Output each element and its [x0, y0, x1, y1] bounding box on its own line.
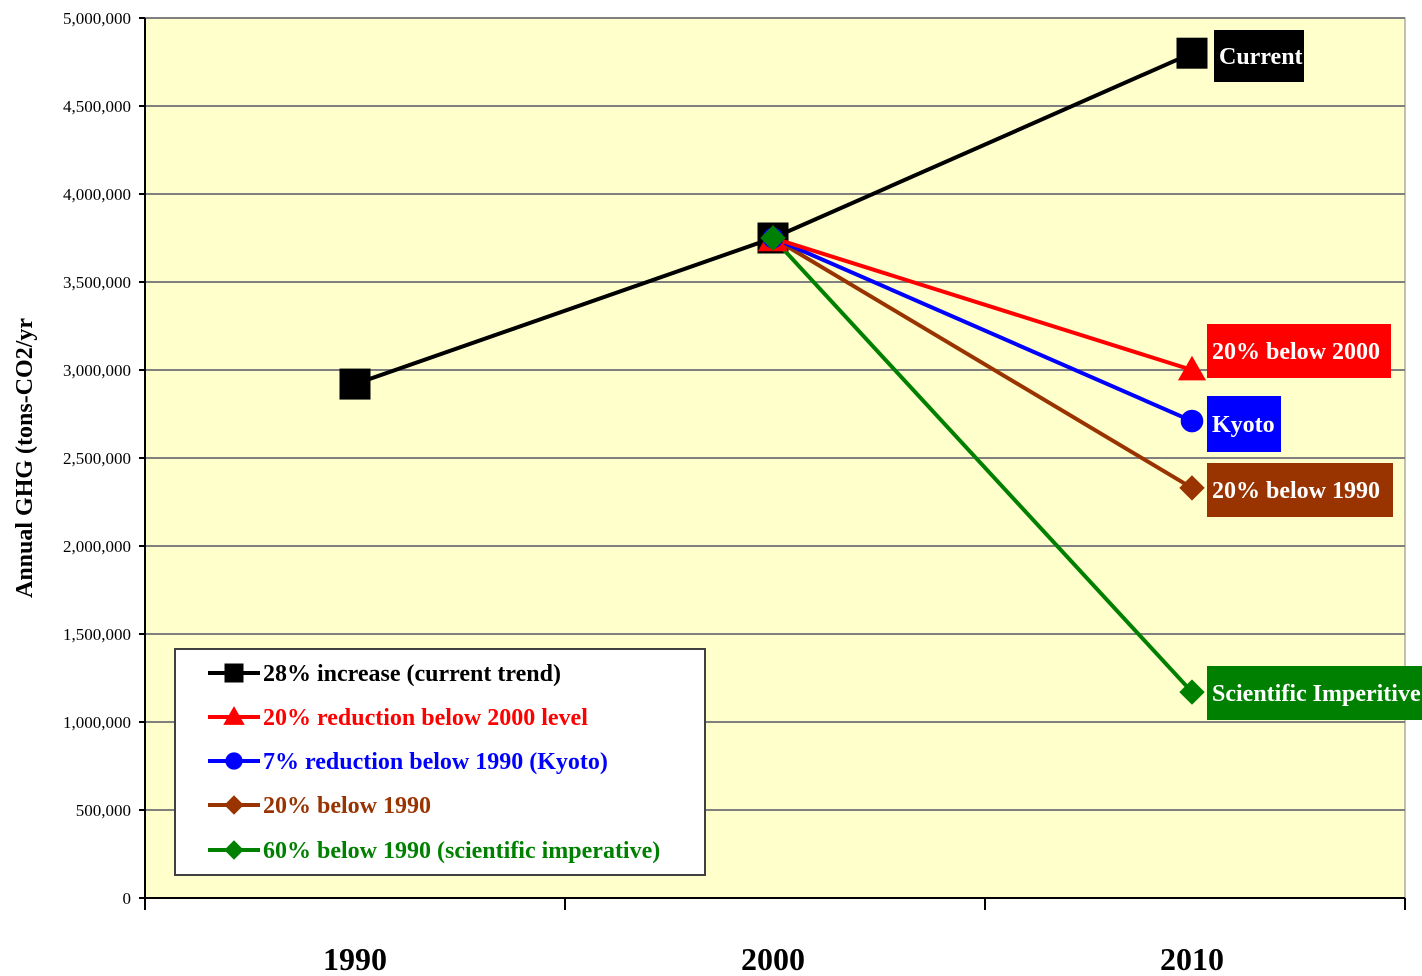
square-marker — [339, 368, 371, 400]
diamond-marker — [760, 225, 786, 251]
series-layer — [339, 37, 1208, 705]
end-label-text: Kyoto — [1212, 412, 1275, 438]
series-1 — [772, 236, 1207, 381]
y-tick-label: 0 — [123, 889, 132, 908]
y-tick-label: 1,000,000 — [63, 713, 131, 732]
x-tick-label: 1990 — [323, 941, 387, 976]
end-label-text: 20% below 2000 — [1212, 339, 1380, 365]
end-label-box — [1207, 396, 1281, 452]
x-tick-label: 2000 — [741, 941, 805, 976]
legend-label: 7% reduction below 1990 (Kyoto) — [263, 749, 608, 775]
y-axis-label: Annual GHG (tons-CO2/yr — [12, 318, 38, 598]
end-label: 20% below 2000 — [1207, 324, 1391, 378]
end-label: Scientific Imperitive — [1207, 666, 1422, 720]
diamond-marker — [1179, 475, 1205, 501]
diamond-marker — [224, 840, 244, 860]
diamond-marker — [1179, 679, 1205, 705]
triangle-marker — [1177, 355, 1207, 381]
end-label: 20% below 1990 — [1207, 463, 1393, 517]
series-3 — [771, 236, 1205, 501]
legend-label: 20% below 1990 — [263, 793, 431, 819]
y-tick-label: 5,000,000 — [63, 9, 131, 28]
legend-box — [174, 648, 706, 876]
legend-label: 60% below 1990 (scientific imperative) — [263, 838, 660, 864]
legend-item: 7% reduction below 1990 (Kyoto) — [208, 749, 608, 775]
end-label-box — [1207, 324, 1391, 378]
end-label-text: 20% below 1990 — [1212, 478, 1380, 504]
callout-layer: Current 20% below 2000 Kyoto 20% below 1990… — [1207, 30, 1422, 720]
y-tick-label: 2,500,000 — [63, 449, 131, 468]
y-tick-label: 3,500,000 — [63, 273, 131, 292]
series-4 — [771, 236, 1205, 705]
legend-item: 20% below 1990 — [208, 793, 431, 819]
end-label-box — [1207, 463, 1393, 517]
series-2 — [772, 236, 1204, 433]
series-line — [771, 236, 1194, 694]
axis-layer: 0 500,000 1,000,000 1,500,000 2,000,000 2,500… — [63, 9, 1406, 976]
end-label: Current — [1214, 30, 1304, 82]
end-label: Kyoto — [1207, 396, 1281, 452]
square-marker — [224, 663, 244, 683]
legend: 28% increase (current trend) 20% reductio… — [174, 648, 706, 876]
y-tick-label: 2,000,000 — [63, 537, 131, 556]
legend-item: 60% below 1990 (scientific imperative) — [208, 838, 660, 864]
circle-marker — [225, 752, 243, 770]
end-label-text: Current — [1219, 44, 1303, 70]
end-label-box — [1214, 30, 1304, 82]
end-label-box — [1207, 666, 1422, 720]
legend-item: 20% reduction below 2000 level — [208, 705, 588, 731]
legend-label: 28% increase (current trend) — [263, 661, 561, 687]
square-marker — [1176, 37, 1208, 69]
series-line — [772, 236, 1193, 372]
x-tick-label: 2010 — [1160, 941, 1224, 976]
y-tick-label: 4,500,000 — [63, 97, 131, 116]
end-label-text: Scientific Imperitive — [1212, 681, 1421, 707]
diamond-marker — [224, 795, 244, 815]
circle-marker — [1180, 409, 1204, 433]
y-tick-label: 4,000,000 — [63, 185, 131, 204]
legend-label: 20% reduction below 2000 level — [263, 705, 588, 731]
y-tick-label: 1,500,000 — [63, 625, 131, 644]
legend-item: 28% increase (current trend) — [208, 661, 561, 687]
y-tick-label: 3,000,000 — [63, 361, 131, 380]
series-line — [772, 236, 1193, 423]
y-tick-label: 500,000 — [76, 801, 131, 820]
triangle-marker — [223, 706, 245, 725]
series-line — [771, 236, 1194, 490]
